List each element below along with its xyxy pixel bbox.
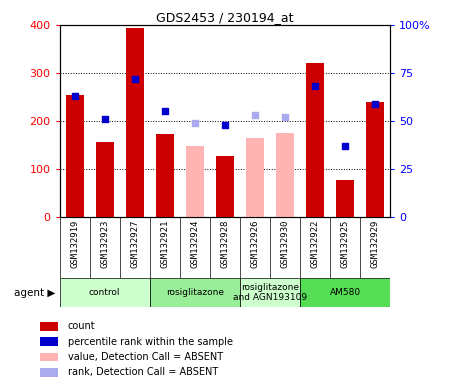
Point	[281, 114, 289, 120]
Point	[191, 120, 199, 126]
Bar	[66, 94, 84, 217]
Text: rosiglitazone
and AGN193109: rosiglitazone and AGN193109	[233, 283, 307, 303]
Text: GSM132924: GSM132924	[190, 220, 199, 268]
Point	[131, 76, 139, 82]
Text: control: control	[89, 288, 120, 297]
Text: count: count	[68, 321, 95, 331]
Point	[221, 122, 229, 128]
Text: GSM132928: GSM132928	[220, 220, 230, 268]
Text: GSM132921: GSM132921	[160, 220, 169, 268]
Bar	[216, 156, 234, 217]
Point	[161, 108, 168, 114]
Bar	[276, 133, 294, 217]
Text: GSM132929: GSM132929	[370, 220, 380, 268]
Bar	[39, 368, 58, 377]
Text: rosiglitazone: rosiglitazone	[166, 288, 224, 297]
Bar	[156, 134, 174, 217]
Bar	[336, 180, 354, 217]
Text: GSM132925: GSM132925	[341, 220, 350, 268]
Point	[311, 83, 319, 89]
Title: GDS2453 / 230194_at: GDS2453 / 230194_at	[156, 11, 294, 24]
Text: GSM132923: GSM132923	[100, 220, 109, 268]
Text: agent ▶: agent ▶	[14, 288, 55, 298]
Bar	[60, 278, 150, 307]
Bar	[366, 102, 384, 217]
Bar	[39, 338, 58, 346]
Text: GSM132930: GSM132930	[280, 220, 290, 268]
Text: AM580: AM580	[330, 288, 361, 297]
Point	[341, 143, 349, 149]
Point	[71, 93, 78, 99]
Bar	[246, 138, 264, 217]
Point	[371, 101, 379, 107]
Bar	[39, 322, 58, 331]
Text: value, Detection Call = ABSENT: value, Detection Call = ABSENT	[68, 352, 223, 362]
Bar	[96, 142, 114, 217]
Bar	[306, 63, 324, 217]
Bar	[240, 278, 300, 307]
Text: GSM132922: GSM132922	[311, 220, 319, 268]
Text: GSM132926: GSM132926	[251, 220, 259, 268]
Bar	[150, 278, 240, 307]
Point	[101, 116, 108, 122]
Point	[251, 112, 258, 118]
Bar	[186, 146, 204, 217]
Bar	[300, 278, 390, 307]
Bar	[126, 28, 144, 217]
Text: percentile rank within the sample: percentile rank within the sample	[68, 337, 233, 347]
Text: GSM132919: GSM132919	[70, 220, 79, 268]
Bar	[39, 353, 58, 361]
Text: rank, Detection Call = ABSENT: rank, Detection Call = ABSENT	[68, 367, 218, 377]
Text: GSM132927: GSM132927	[130, 220, 139, 268]
